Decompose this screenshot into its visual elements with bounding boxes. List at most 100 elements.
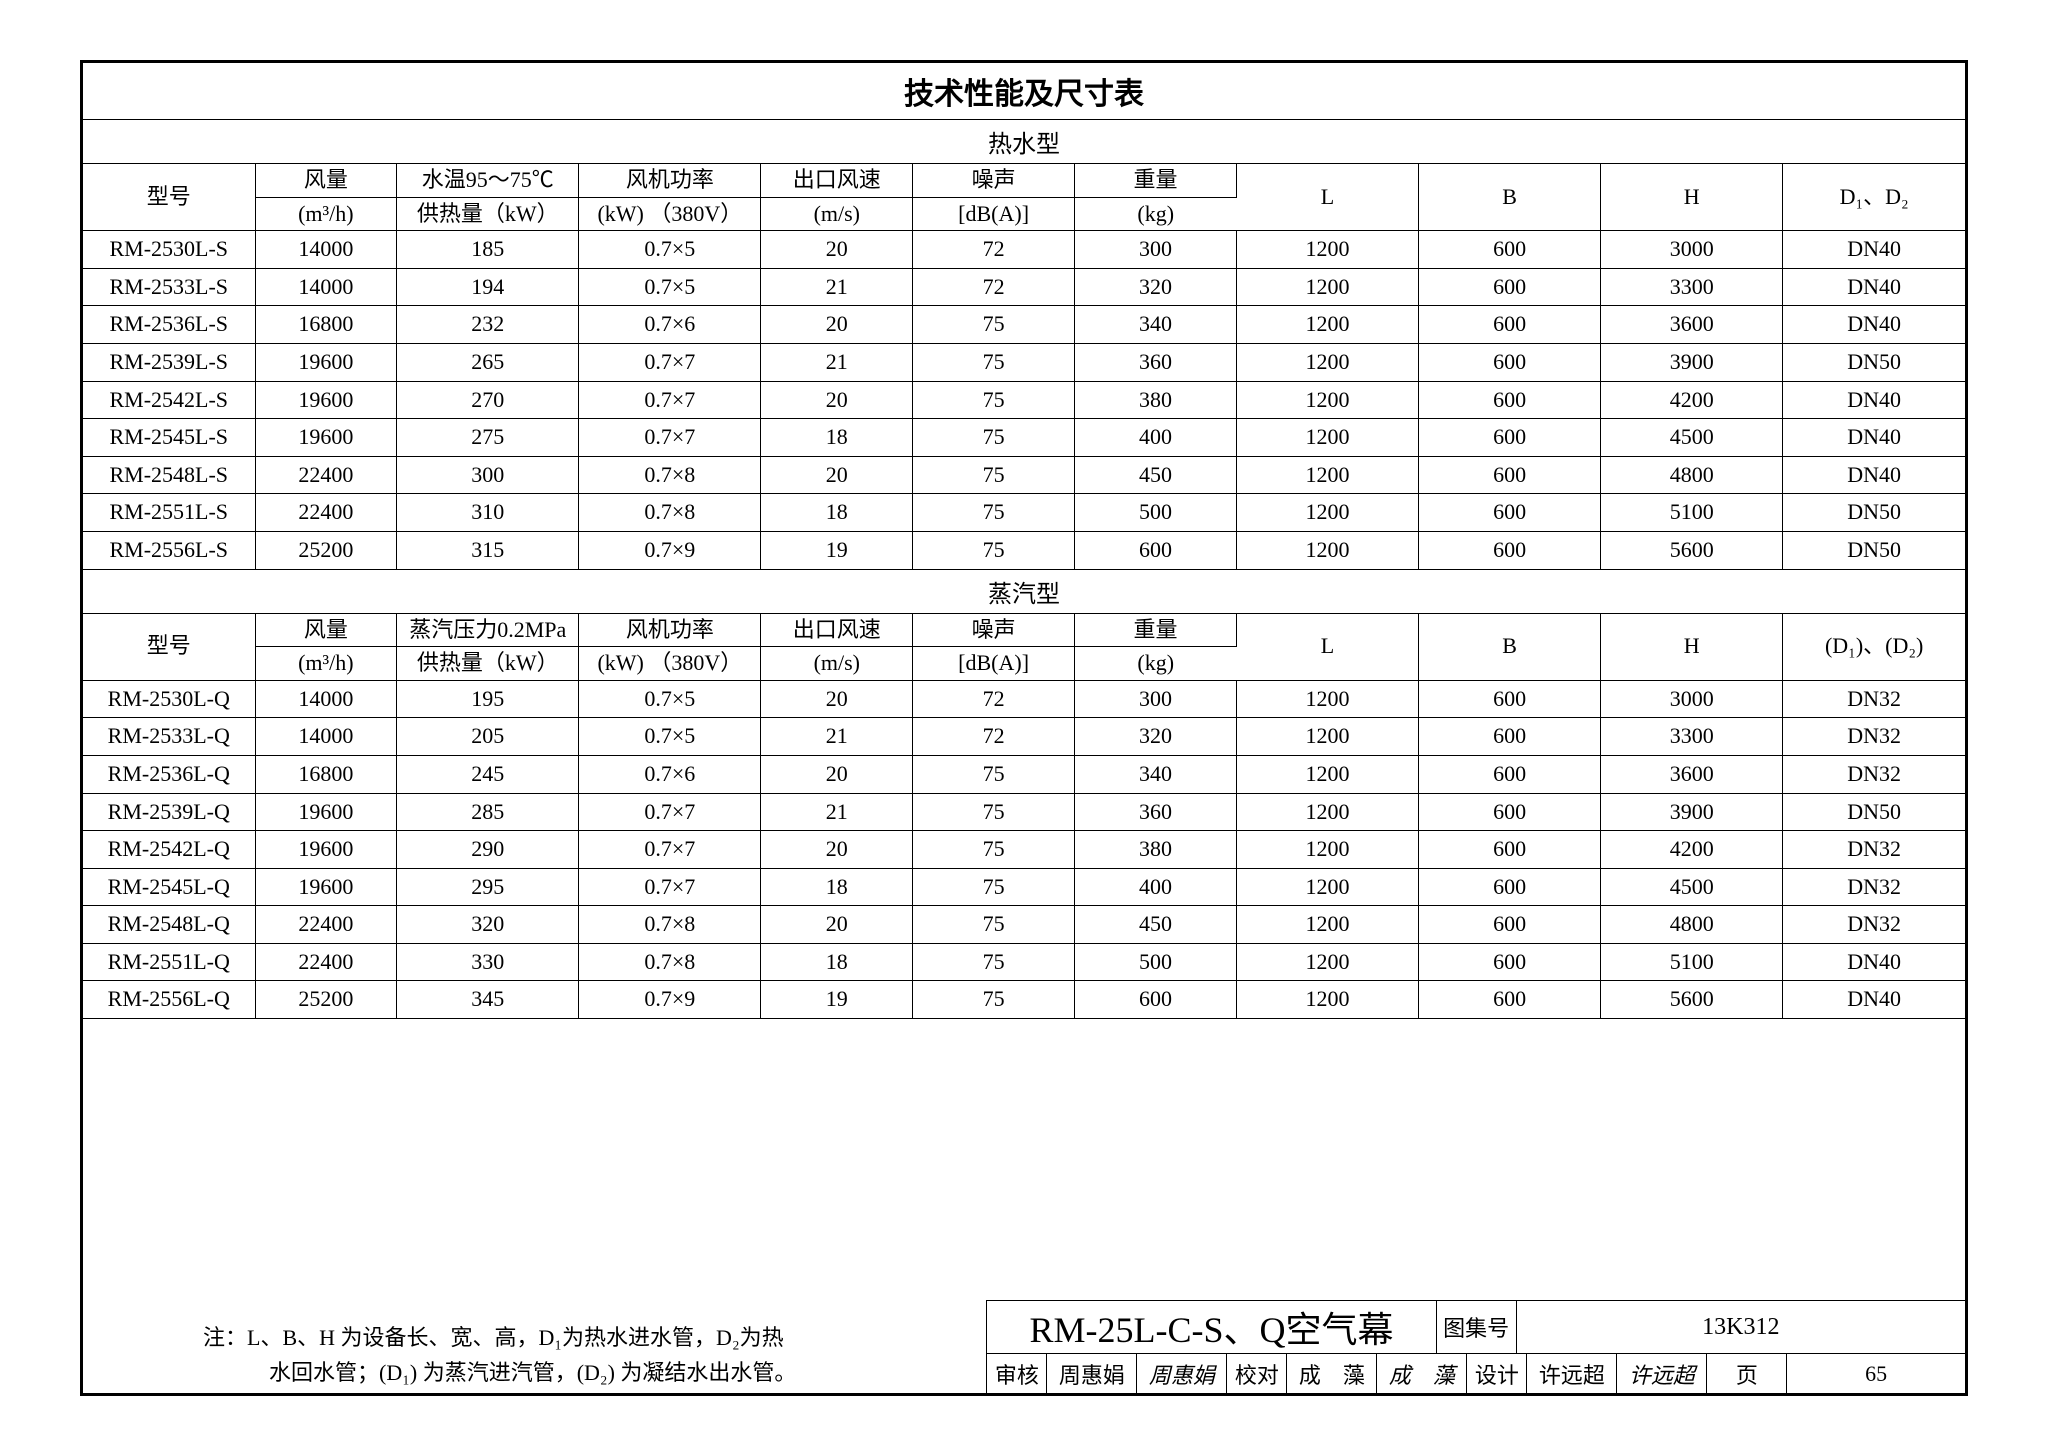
table-cell: 600: [1419, 680, 1601, 718]
table-cell: 3300: [1601, 268, 1783, 306]
header-cell: 水温95～75℃: [397, 164, 579, 197]
table-cell: 600: [1419, 906, 1601, 944]
table-cell: 1200: [1236, 943, 1418, 981]
table-cell: 75: [913, 755, 1075, 793]
table-cell: 600: [1419, 755, 1601, 793]
table-cell: 1200: [1236, 718, 1418, 756]
table-cell: 18: [761, 868, 913, 906]
header-cell: [dB(A)]: [913, 647, 1075, 681]
table-cell: DN32: [1783, 755, 1965, 793]
header-cell: 出口风速: [761, 614, 913, 647]
table-cell: 21: [761, 343, 913, 381]
table-row: RM-2548L-Q224003200.7×820754501200600480…: [83, 906, 1965, 944]
table-cell: DN40: [1783, 306, 1965, 344]
table-cell: 72: [913, 231, 1075, 269]
table-cell: 4800: [1601, 456, 1783, 494]
table-cell: 0.7×7: [579, 831, 761, 869]
table-cell: 0.7×8: [579, 456, 761, 494]
table-cell: 600: [1419, 268, 1601, 306]
header-cell: 蒸汽压力0.2MPa: [397, 614, 579, 647]
design-name: 许远超: [1527, 1354, 1617, 1393]
header-cell: 风量: [255, 164, 397, 197]
table-cell: 600: [1419, 494, 1601, 532]
table-cell: RM-2545L-Q: [83, 868, 255, 906]
table-row: RM-2545L-Q196002950.7×718754001200600450…: [83, 868, 1965, 906]
table-cell: 22400: [255, 494, 397, 532]
table-cell: 295: [397, 868, 579, 906]
review-name: 周惠娟: [1047, 1354, 1137, 1393]
table-cell: RM-2545L-S: [83, 419, 255, 457]
section1-title: 热水型: [83, 120, 1965, 164]
table-row: RM-2539L-Q196002850.7×721753601200600390…: [83, 793, 1965, 831]
check-label: 校对: [1227, 1354, 1287, 1393]
table-cell: DN32: [1783, 718, 1965, 756]
table-cell: RM-2533L-S: [83, 268, 255, 306]
table-cell: 400: [1075, 868, 1237, 906]
header-cell: 风机功率: [579, 164, 761, 197]
table-cell: 75: [913, 343, 1075, 381]
table-cell: 19600: [255, 868, 397, 906]
table-cell: 600: [1419, 456, 1601, 494]
design-label: 设计: [1467, 1354, 1527, 1393]
table-cell: 3300: [1601, 718, 1783, 756]
header-cell: (kW) （380V）: [579, 647, 761, 681]
table-cell: 0.7×7: [579, 868, 761, 906]
table-cell: 245: [397, 755, 579, 793]
header-cell: 出口风速: [761, 164, 913, 197]
table-cell: DN32: [1783, 831, 1965, 869]
table-cell: 600: [1075, 531, 1237, 569]
table-cell: 14000: [255, 680, 397, 718]
table-cell: 310: [397, 494, 579, 532]
table-cell: RM-2533L-Q: [83, 718, 255, 756]
table-cell: 75: [913, 306, 1075, 344]
footer-area: 注：L、B、H 为设备长、宽、高，D₁为热水进水管，D₂为热 水回水管；(D₁)…: [83, 1300, 1965, 1393]
table-cell: 320: [1075, 718, 1237, 756]
header-cell: 供热量（kW）: [397, 647, 579, 681]
table-cell: 72: [913, 680, 1075, 718]
page-frame: 技术性能及尺寸表 热水型 型号风量水温95～75℃风机功率出口风速噪声重量LBH…: [80, 60, 1968, 1396]
table-cell: 16800: [255, 306, 397, 344]
table-cell: DN32: [1783, 868, 1965, 906]
table-cell: 0.7×9: [579, 531, 761, 569]
table-cell: 0.7×5: [579, 680, 761, 718]
table-cell: 205: [397, 718, 579, 756]
header-cell: B: [1419, 614, 1601, 681]
table-cell: RM-2539L-S: [83, 343, 255, 381]
table-cell: 4200: [1601, 381, 1783, 419]
table-cell: 75: [913, 456, 1075, 494]
table-cell: 75: [913, 419, 1075, 457]
table-cell: 1200: [1236, 793, 1418, 831]
table-cell: 315: [397, 531, 579, 569]
table-cell: 1200: [1236, 231, 1418, 269]
table-cell: 380: [1075, 831, 1237, 869]
review-label: 审核: [987, 1354, 1047, 1393]
table-cell: 400: [1075, 419, 1237, 457]
table-cell: 232: [397, 306, 579, 344]
table-cell: 20: [761, 306, 913, 344]
table-cell: 270: [397, 381, 579, 419]
table-cell: 600: [1419, 943, 1601, 981]
table-cell: RM-2530L-S: [83, 231, 255, 269]
table-cell: 19600: [255, 793, 397, 831]
table-cell: 300: [1075, 231, 1237, 269]
table-cell: DN32: [1783, 680, 1965, 718]
table-cell: 3000: [1601, 680, 1783, 718]
table-cell: 0.7×6: [579, 306, 761, 344]
table-cell: RM-2530L-Q: [83, 680, 255, 718]
table-cell: 18: [761, 943, 913, 981]
table-cell: 3900: [1601, 343, 1783, 381]
table-row: RM-2539L-S196002650.7×721753601200600390…: [83, 343, 1965, 381]
table-row: RM-2536L-S168002320.7×620753401200600360…: [83, 306, 1965, 344]
table-cell: RM-2551L-S: [83, 494, 255, 532]
table-cell: 20: [761, 381, 913, 419]
header-cell: 风量: [255, 614, 397, 647]
table-cell: 75: [913, 381, 1075, 419]
table-cell: 19600: [255, 419, 397, 457]
table-cell: 20: [761, 456, 913, 494]
table-cell: RM-2551L-Q: [83, 943, 255, 981]
table-cell: RM-2542L-Q: [83, 831, 255, 869]
table-cell: 500: [1075, 943, 1237, 981]
table-cell: 3600: [1601, 306, 1783, 344]
table-cell: 600: [1419, 793, 1601, 831]
table-cell: RM-2542L-S: [83, 381, 255, 419]
